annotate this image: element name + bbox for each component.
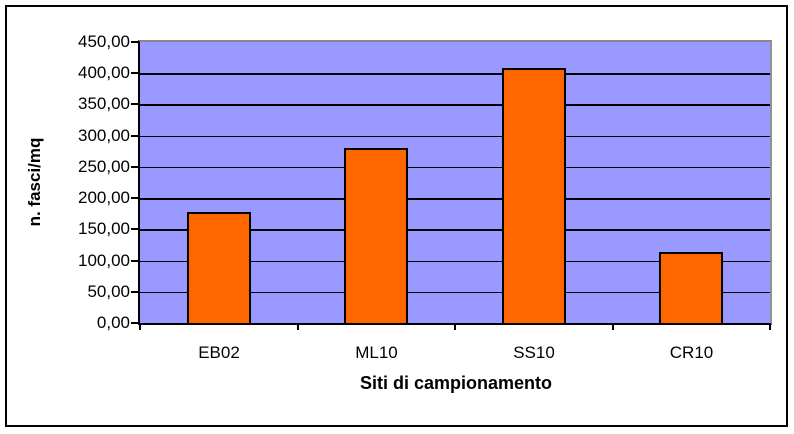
y-tick-mark-100: [131, 259, 138, 262]
bar-SS10: [501, 67, 566, 323]
x-axis-title: Siti di campionamento: [359, 373, 553, 393]
x-category-label-SS10: SS10: [513, 343, 555, 362]
gridline-250: [140, 166, 770, 169]
x-tick-mark-3: [611, 323, 614, 330]
x-tick-mark-2: [454, 323, 456, 330]
y-tick-label-450: 450,00: [78, 32, 130, 51]
gridline-300: [140, 135, 770, 138]
x-category-label-CR10: CR10: [669, 343, 714, 362]
y-tick-label-50: 50,00: [87, 281, 130, 301]
gridline-100: [140, 260, 770, 262]
y-tick-mark-400: [131, 72, 138, 75]
plot-area: [138, 40, 772, 325]
bar-EB02: [186, 211, 251, 323]
y-tick-label-300: 300,00: [78, 125, 130, 145]
y-tick-label-400: 400,00: [78, 63, 130, 83]
bar-ML10: [344, 148, 409, 323]
y-tick-label-150: 150,00: [78, 219, 130, 239]
gridline-50: [140, 291, 770, 294]
gridline-400: [140, 73, 770, 75]
y-tick-label-100: 100,00: [78, 250, 130, 270]
x-category-label-ML10: ML10: [355, 343, 398, 362]
x-tick-mark-1: [296, 323, 299, 330]
gridline-200: [140, 198, 770, 200]
y-tick-mark-0: [131, 322, 138, 324]
y-axis-title: n. fasci/mq: [25, 137, 44, 227]
y-tick-mark-350: [131, 103, 138, 106]
y-tick-mark-50: [131, 290, 138, 293]
bar-CR10: [659, 251, 724, 323]
chart-frame: n. fasci/mq 0,00 50,00 100,00 150,00 200,00 2…: [5, 5, 788, 427]
y-tick-mark-200: [131, 197, 138, 200]
y-tick-label-350: 350,00: [78, 94, 130, 114]
y-tick-label-0: 0,00: [96, 313, 130, 332]
y-tick-mark-150: [131, 228, 138, 231]
y-tick-mark-450: [131, 41, 138, 43]
x-tick-mark-4: [769, 323, 771, 330]
gridline-350: [140, 104, 770, 106]
x-tick-mark-0: [139, 323, 141, 330]
y-tick-label-250: 250,00: [78, 156, 130, 176]
y-tick-mark-300: [131, 134, 138, 137]
y-tick-label-200: 200,00: [78, 188, 130, 208]
y-tick-mark-250: [131, 165, 138, 168]
gridline-150: [140, 229, 770, 231]
x-category-label-EB02: EB02: [198, 343, 240, 362]
